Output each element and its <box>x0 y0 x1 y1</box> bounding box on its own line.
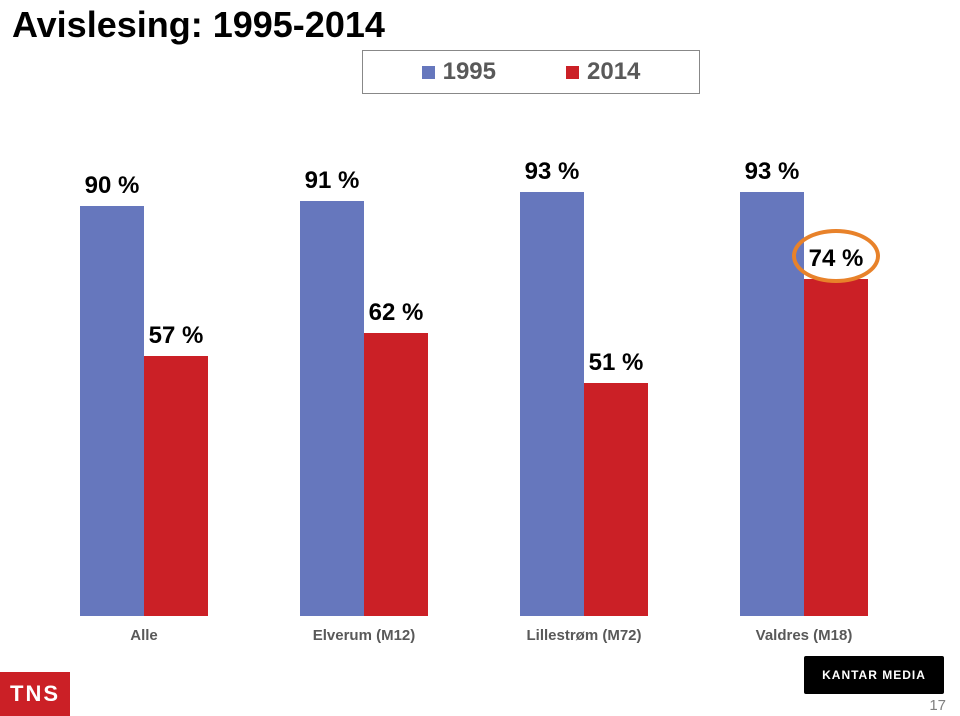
tns-logo: TNS <box>0 672 70 716</box>
bar-value-label: 91 % <box>300 167 364 195</box>
bar-value-label: 51 % <box>584 349 648 377</box>
bar-group: 93 %74 %Valdres (M18) <box>740 160 900 616</box>
bar-group: 90 %57 %Alle <box>80 160 240 616</box>
legend-item-1995: 1995 <box>422 58 496 86</box>
bar: 93 % <box>740 192 804 616</box>
bar-value-label: 74 % <box>804 245 868 273</box>
xaxis-category-label: Lillestrøm (M72) <box>484 627 684 644</box>
bar-group: 91 %62 %Elverum (M12) <box>300 160 460 616</box>
page-number: 17 <box>929 697 946 714</box>
bar-value-label: 62 % <box>364 299 428 327</box>
legend-swatch-1995 <box>422 66 435 79</box>
xaxis-category-label: Elverum (M12) <box>264 627 464 644</box>
xaxis-category-label: Alle <box>44 627 244 644</box>
bar: 91 % <box>300 201 364 616</box>
bar: 90 % <box>80 206 144 616</box>
legend-label-2014: 2014 <box>587 58 640 86</box>
slide-title: Avislesing: 1995-2014 <box>12 4 385 46</box>
bar-value-label: 57 % <box>144 322 208 350</box>
xaxis-category-label: Valdres (M18) <box>704 627 904 644</box>
bar-value-label: 90 % <box>80 172 144 200</box>
bar: 57 % <box>144 356 208 616</box>
bar-value-label: 93 % <box>740 158 804 186</box>
bar-chart: 90 %57 %Alle91 %62 %Elverum (M12)93 %51 … <box>80 160 900 616</box>
bar: 51 % <box>584 383 648 616</box>
legend-swatch-2014 <box>566 66 579 79</box>
bar: 62 % <box>364 333 428 616</box>
bar-group: 93 %51 %Lillestrøm (M72) <box>520 160 680 616</box>
bar-value-label: 93 % <box>520 158 584 186</box>
chart-legend: 1995 2014 <box>362 50 700 94</box>
legend-label-1995: 1995 <box>443 58 496 86</box>
bar: 93 % <box>520 192 584 616</box>
legend-item-2014: 2014 <box>566 58 640 86</box>
kantar-media-logo: KANTAR MEDIA <box>804 656 944 694</box>
bar: 74 % <box>804 279 868 616</box>
